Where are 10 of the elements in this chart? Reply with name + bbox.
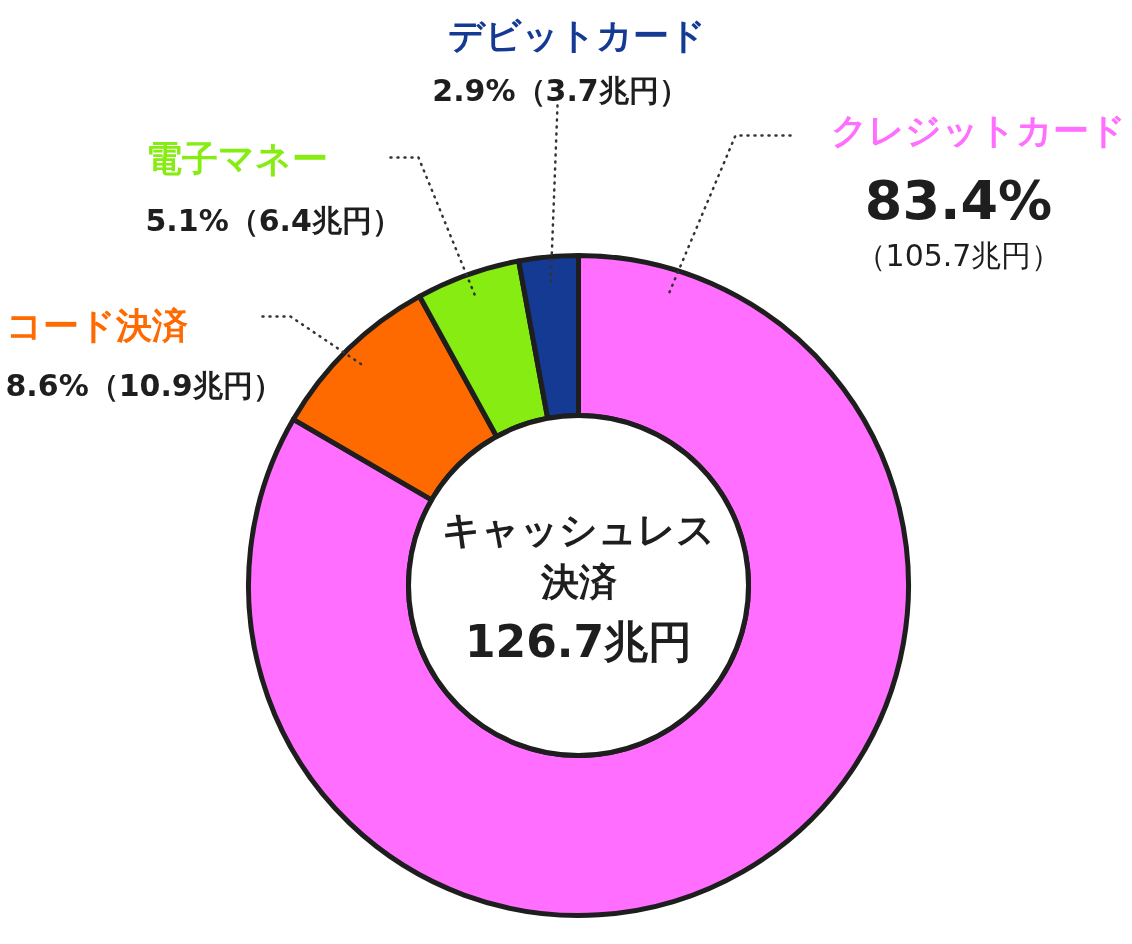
data-label: 2.9%（3.7兆円）: [432, 73, 689, 108]
slice-label: 電子マネー: [145, 138, 328, 179]
slice-label: コード決済: [5, 305, 188, 346]
text: キャッシュレス決済: [442, 507, 715, 604]
text: 126.7兆円: [464, 616, 693, 667]
slice-label: クレジットカード: [830, 110, 1126, 151]
slice-label: デビットカード: [447, 15, 706, 56]
data-label: 83.4% （105.7兆円）: [855, 169, 1062, 273]
data-label: 5.1%（6.4兆円）: [145, 203, 402, 238]
data-label: 8.6%（10.9兆円）: [5, 368, 283, 403]
